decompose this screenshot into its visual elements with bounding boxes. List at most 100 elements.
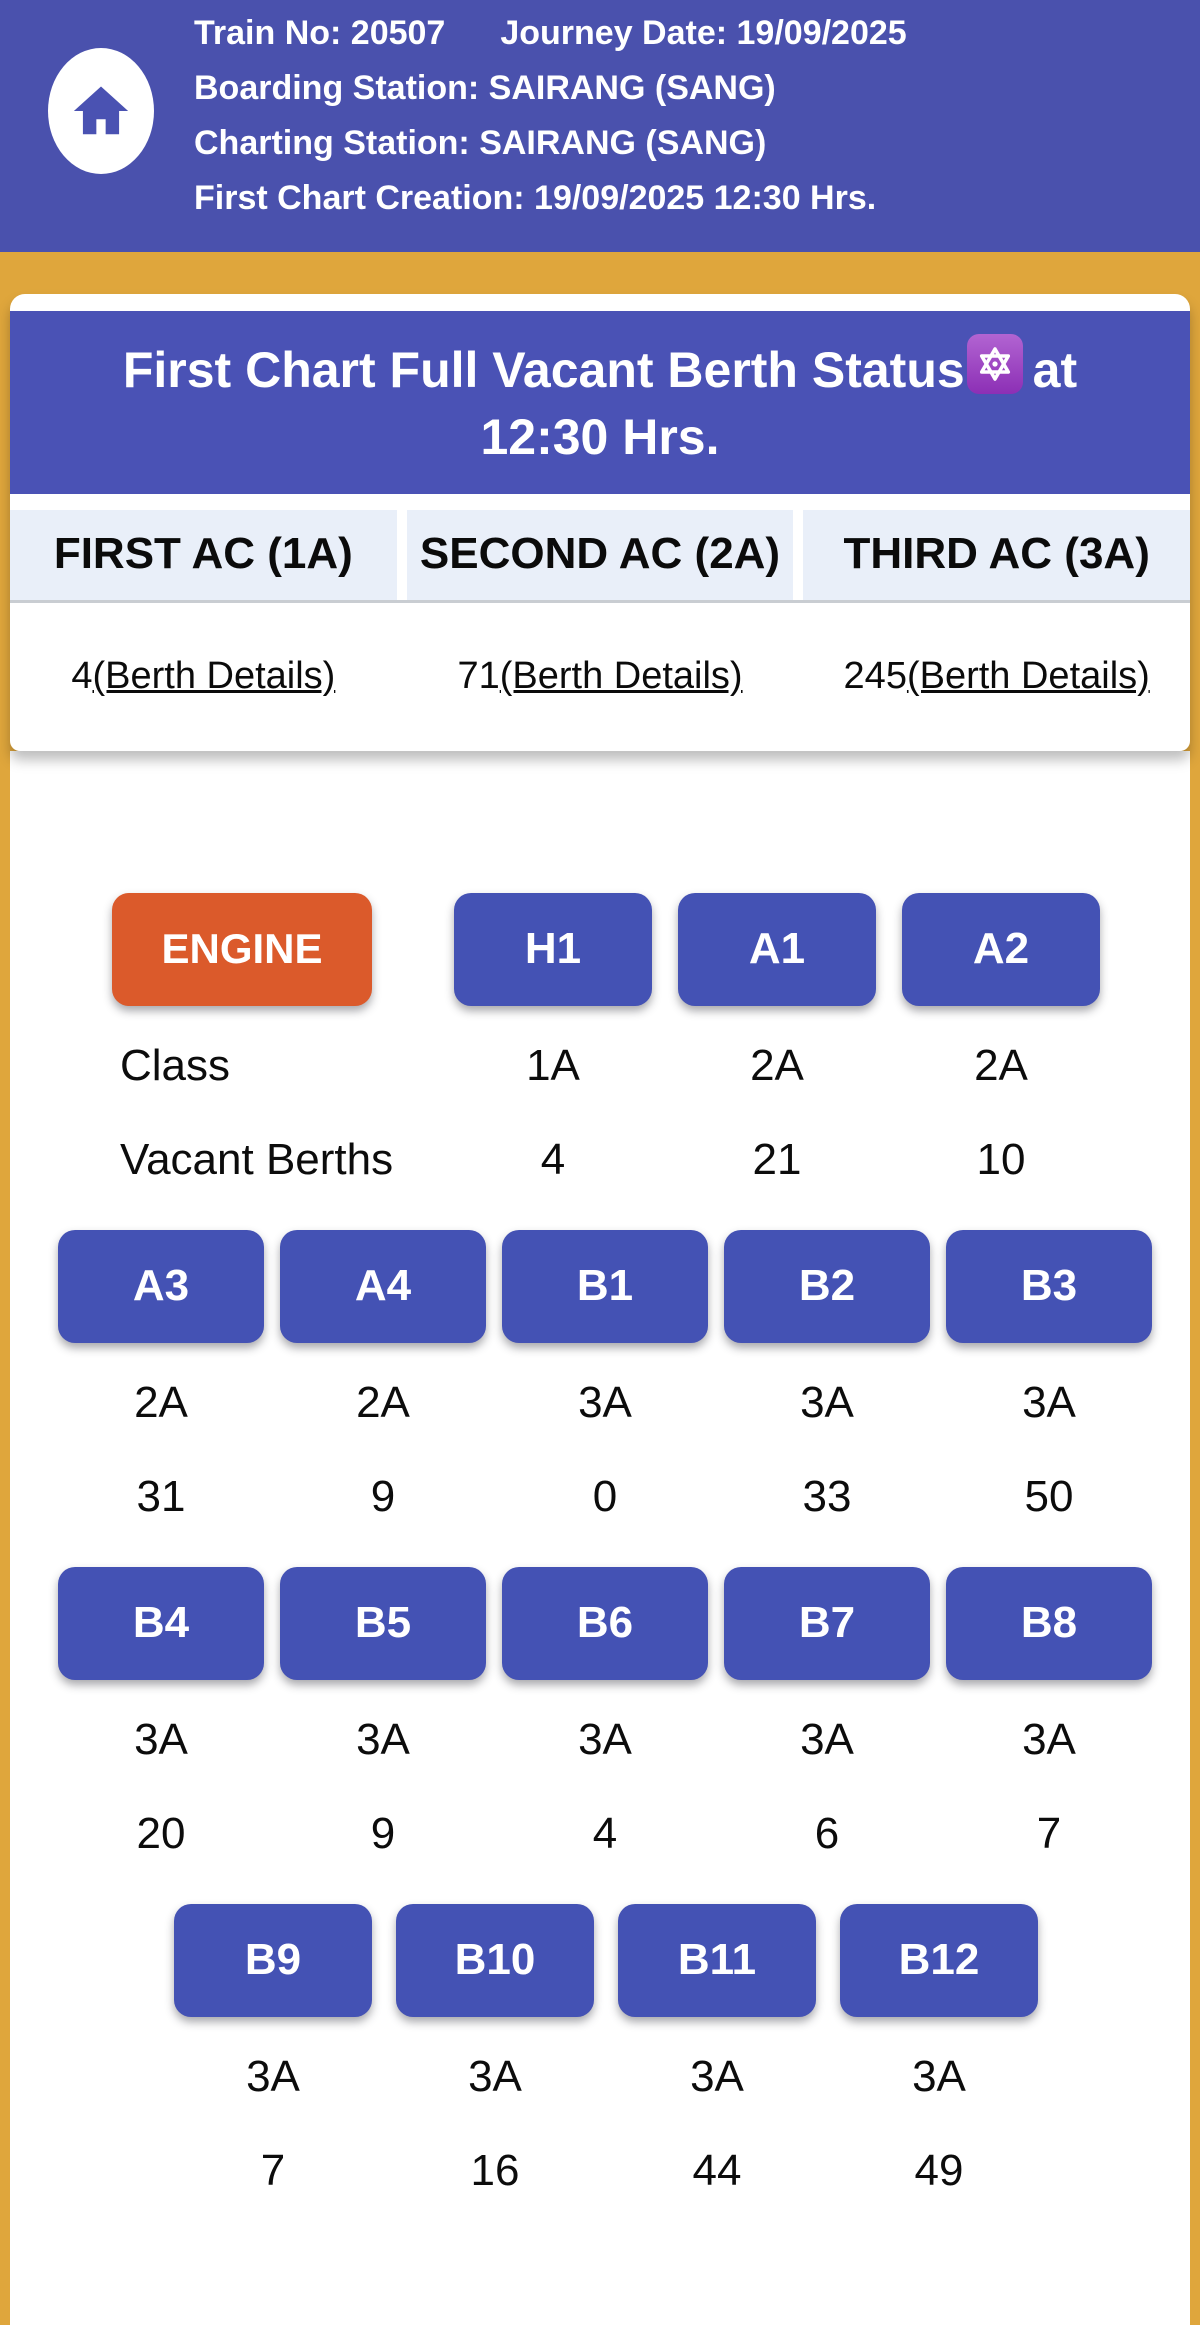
coach-button-b8[interactable]: B8: [946, 1566, 1152, 1680]
coach-button-b6[interactable]: B6: [502, 1566, 708, 1680]
vacant-row-2: 31 9 0 33 50: [10, 1471, 1190, 1523]
berth-summary-third-ac: 245(Berth Details): [803, 653, 1190, 699]
column-header-second-ac: SECOND AC (2A): [406, 509, 794, 600]
home-button[interactable]: [48, 48, 154, 174]
class-row-1: Class 1A 2A 2A: [10, 1040, 1190, 1092]
coach-class-b1: 3A: [578, 1377, 632, 1427]
home-icon: [70, 80, 132, 142]
coach-vacant-b7: 6: [814, 1808, 840, 1858]
coach-vacant-b6: 4: [592, 1808, 618, 1858]
coach-button-b11[interactable]: B11: [618, 1903, 816, 2017]
coach-class-b7: 3A: [800, 1714, 854, 1764]
vacant-row-4: 7 16 44 49: [10, 2145, 1190, 2197]
coach-class-b12: 3A: [912, 2051, 966, 2101]
coach-vacant-h1: 4: [540, 1134, 566, 1184]
class-row-2: 2A 2A 3A 3A 3A: [10, 1377, 1190, 1429]
coach-button-b10[interactable]: B10: [396, 1903, 594, 2017]
header-info: Train No: 20507 Journey Date: 19/09/2025 …: [194, 6, 907, 226]
coach-vacant-b11: 44: [692, 2145, 742, 2195]
coach-vacant-a1: 21: [752, 1134, 802, 1184]
coach-class-b5: 3A: [356, 1714, 410, 1764]
vacant-berths-label: Vacant Berths: [120, 1134, 394, 1184]
coach-vacant-b4: 20: [136, 1808, 186, 1858]
first-chart-creation-text: First Chart Creation: 19/09/2025 12:30 H…: [194, 179, 877, 217]
coach-button-a3[interactable]: A3: [58, 1229, 264, 1343]
coach-row-1: ENGINE H1 A1 A2: [10, 892, 1190, 1006]
coach-vacant-b5: 9: [370, 1808, 396, 1858]
coach-vacant-b1: 0: [592, 1471, 618, 1521]
coach-vacant-b8: 7: [1036, 1808, 1062, 1858]
coach-row-2: A3 A4 B1 B2 B3: [10, 1229, 1190, 1343]
table-divider: [10, 599, 1190, 603]
page-title-time: 12:30 Hrs.: [480, 408, 720, 465]
dotted-six-pointed-star-icon: [966, 333, 1023, 394]
coach-class-b11: 3A: [690, 2051, 744, 2101]
berth-summary-second-ac: 71(Berth Details): [407, 653, 794, 699]
header-line-1: Train No: 20507 Journey Date: 19/09/2025: [194, 6, 907, 61]
coach-button-b3[interactable]: B3: [946, 1229, 1152, 1343]
column-header-third-ac: THIRD AC (3A): [803, 509, 1191, 600]
column-header-first-ac: FIRST AC (1A): [10, 509, 397, 600]
coach-vacant-a2: 10: [976, 1134, 1026, 1184]
coach-class-b8: 3A: [1022, 1714, 1076, 1764]
charting-station-text: Charting Station: SAIRANG (SANG): [194, 124, 767, 162]
coach-class-a3: 2A: [134, 1377, 188, 1427]
class-label: Class: [120, 1040, 231, 1090]
berth-count-2a: 71: [457, 654, 500, 697]
coach-class-b4: 3A: [134, 1714, 188, 1764]
boarding-station-text: Boarding Station: SAIRANG (SANG): [194, 69, 776, 107]
summary-table-header: FIRST AC (1A) SECOND AC (2A) THIRD AC (3…: [10, 509, 1191, 600]
coach-vacant-a4: 9: [370, 1471, 396, 1521]
coach-button-b2[interactable]: B2: [724, 1229, 930, 1343]
vacant-row-1: Vacant Berths 4 21 10: [10, 1134, 1190, 1186]
page-title-suffix: at: [1032, 342, 1078, 398]
class-row-4: 3A 3A 3A 3A: [10, 2051, 1190, 2103]
coach-button-b7[interactable]: B7: [724, 1566, 930, 1680]
coach-class-b6: 3A: [578, 1714, 632, 1764]
coach-button-b5[interactable]: B5: [280, 1566, 486, 1680]
summary-table-values: 4(Berth Details) 71(Berth Details) 245(B…: [10, 603, 1190, 751]
chart-status-banner: First Chart Full Vacant Berth Status at 1…: [10, 311, 1190, 494]
coach-button-b1[interactable]: B1: [502, 1229, 708, 1343]
vacant-row-3: 20 9 4 6 7: [10, 1808, 1190, 1860]
coach-vacant-a3: 31: [136, 1471, 186, 1521]
coach-vacant-b2: 33: [802, 1471, 852, 1521]
coach-vacant-b10: 16: [470, 2145, 520, 2195]
coach-button-a2[interactable]: A2: [902, 892, 1100, 1006]
coach-button-b4[interactable]: B4: [58, 1566, 264, 1680]
class-row-3: 3A 3A 3A 3A 3A: [10, 1714, 1190, 1766]
coach-class-a1: 2A: [750, 1040, 804, 1090]
coach-class-b2: 3A: [800, 1377, 854, 1427]
coach-class-b3: 3A: [1022, 1377, 1076, 1427]
coach-class-b10: 3A: [468, 2051, 522, 2101]
berth-count-1a: 4: [71, 654, 93, 697]
coach-vacant-b3: 50: [1024, 1471, 1074, 1521]
berth-details-link-2a[interactable]: (Berth Details): [499, 654, 743, 697]
train-no-text: Train No: 20507: [194, 14, 446, 52]
coach-class-a4: 2A: [356, 1377, 410, 1427]
top-header: Train No: 20507 Journey Date: 19/09/2025 …: [0, 0, 1200, 252]
engine-button[interactable]: ENGINE: [112, 892, 372, 1006]
content-card: First Chart Full Vacant Berth Status at 1…: [10, 294, 1191, 751]
coach-vacant-b12: 49: [914, 2145, 964, 2195]
coach-row-3: B4 B5 B6 B7 B8: [10, 1566, 1190, 1680]
page-title: First Chart Full Vacant Berth Status: [122, 342, 965, 398]
coach-button-b12[interactable]: B12: [840, 1903, 1038, 2017]
berth-details-link-1a[interactable]: (Berth Details): [92, 654, 336, 697]
coach-class-h1: 1A: [526, 1040, 580, 1090]
coach-button-b9[interactable]: B9: [174, 1903, 372, 2017]
berth-summary-first-ac: 4(Berth Details): [10, 653, 397, 699]
berth-details-link-3a[interactable]: (Berth Details): [906, 654, 1150, 697]
coach-class-a2: 2A: [974, 1040, 1028, 1090]
coach-button-h1[interactable]: H1: [454, 892, 652, 1006]
page-body: First Chart Full Vacant Berth Status at 1…: [0, 252, 1200, 2325]
journey-date-text: Journey Date: 19/09/2025: [500, 14, 907, 52]
coach-button-a1[interactable]: A1: [678, 892, 876, 1006]
coach-class-b9: 3A: [246, 2051, 300, 2101]
berth-count-3a: 245: [843, 654, 907, 697]
coach-row-4: B9 B10 B11 B12: [10, 1903, 1190, 2017]
coach-vacant-b9: 7: [260, 2145, 286, 2195]
coach-button-a4[interactable]: A4: [280, 1229, 486, 1343]
coach-map: ENGINE H1 A1 A2 Class 1A 2A 2A Vacant Be…: [10, 750, 1190, 2325]
